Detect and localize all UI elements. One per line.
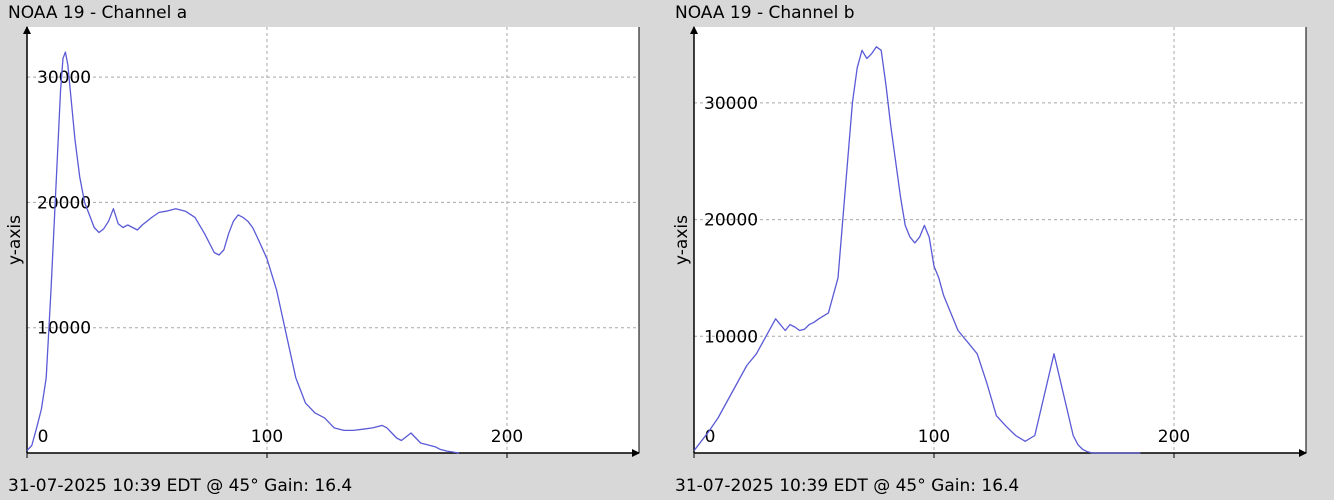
y-axis-arrow xyxy=(690,26,698,34)
y-tick-label: 10000 xyxy=(704,327,758,347)
x-axis-arrow xyxy=(1299,449,1307,457)
chart-footer-status: 31-07-2025 10:39 EDT @ 45° Gain: 16.4 xyxy=(675,476,1020,496)
chart-footer-status: 31-07-2025 10:39 EDT @ 45° Gain: 16.4 xyxy=(8,476,353,496)
x-tick-label: 200 xyxy=(491,427,523,447)
chart-panel-channel-a: NOAA 19 - Channel a 0 100 200 10000 20000 300… xyxy=(5,3,640,496)
y-tick-label: 30000 xyxy=(37,68,91,88)
chart-plot-area: 0 100 200 10000 20000 30000 y-axis xyxy=(672,26,1307,458)
x-tick-label: 0 xyxy=(705,427,716,447)
x-tick-label: 100 xyxy=(918,427,950,447)
y-axis-label: y-axis xyxy=(672,215,692,265)
y-tick-label: 20000 xyxy=(704,211,758,231)
x-tick-label: 200 xyxy=(1158,427,1190,447)
y-tick-label: 10000 xyxy=(37,319,91,339)
plot-background xyxy=(694,27,1306,453)
x-tick-label: 0 xyxy=(38,427,49,447)
y-axis-label: y-axis xyxy=(5,215,25,265)
x-axis-arrow xyxy=(632,449,640,457)
x-tick-label: 100 xyxy=(251,427,283,447)
chart-title: NOAA 19 - Channel a xyxy=(8,3,188,23)
series-line xyxy=(693,46,1141,454)
y-tick-label: 20000 xyxy=(37,193,91,213)
chart-title: NOAA 19 - Channel b xyxy=(675,3,855,23)
series-line xyxy=(26,51,460,454)
chart-plot-area: 0 100 200 10000 20000 30000 y-axis xyxy=(5,26,640,458)
y-axis-arrow xyxy=(23,26,31,34)
chart-panel-channel-b: NOAA 19 - Channel b 0 100 200 10000 20000 300… xyxy=(667,0,1334,500)
y-tick-label: 30000 xyxy=(704,94,758,114)
plot-background xyxy=(27,27,639,453)
